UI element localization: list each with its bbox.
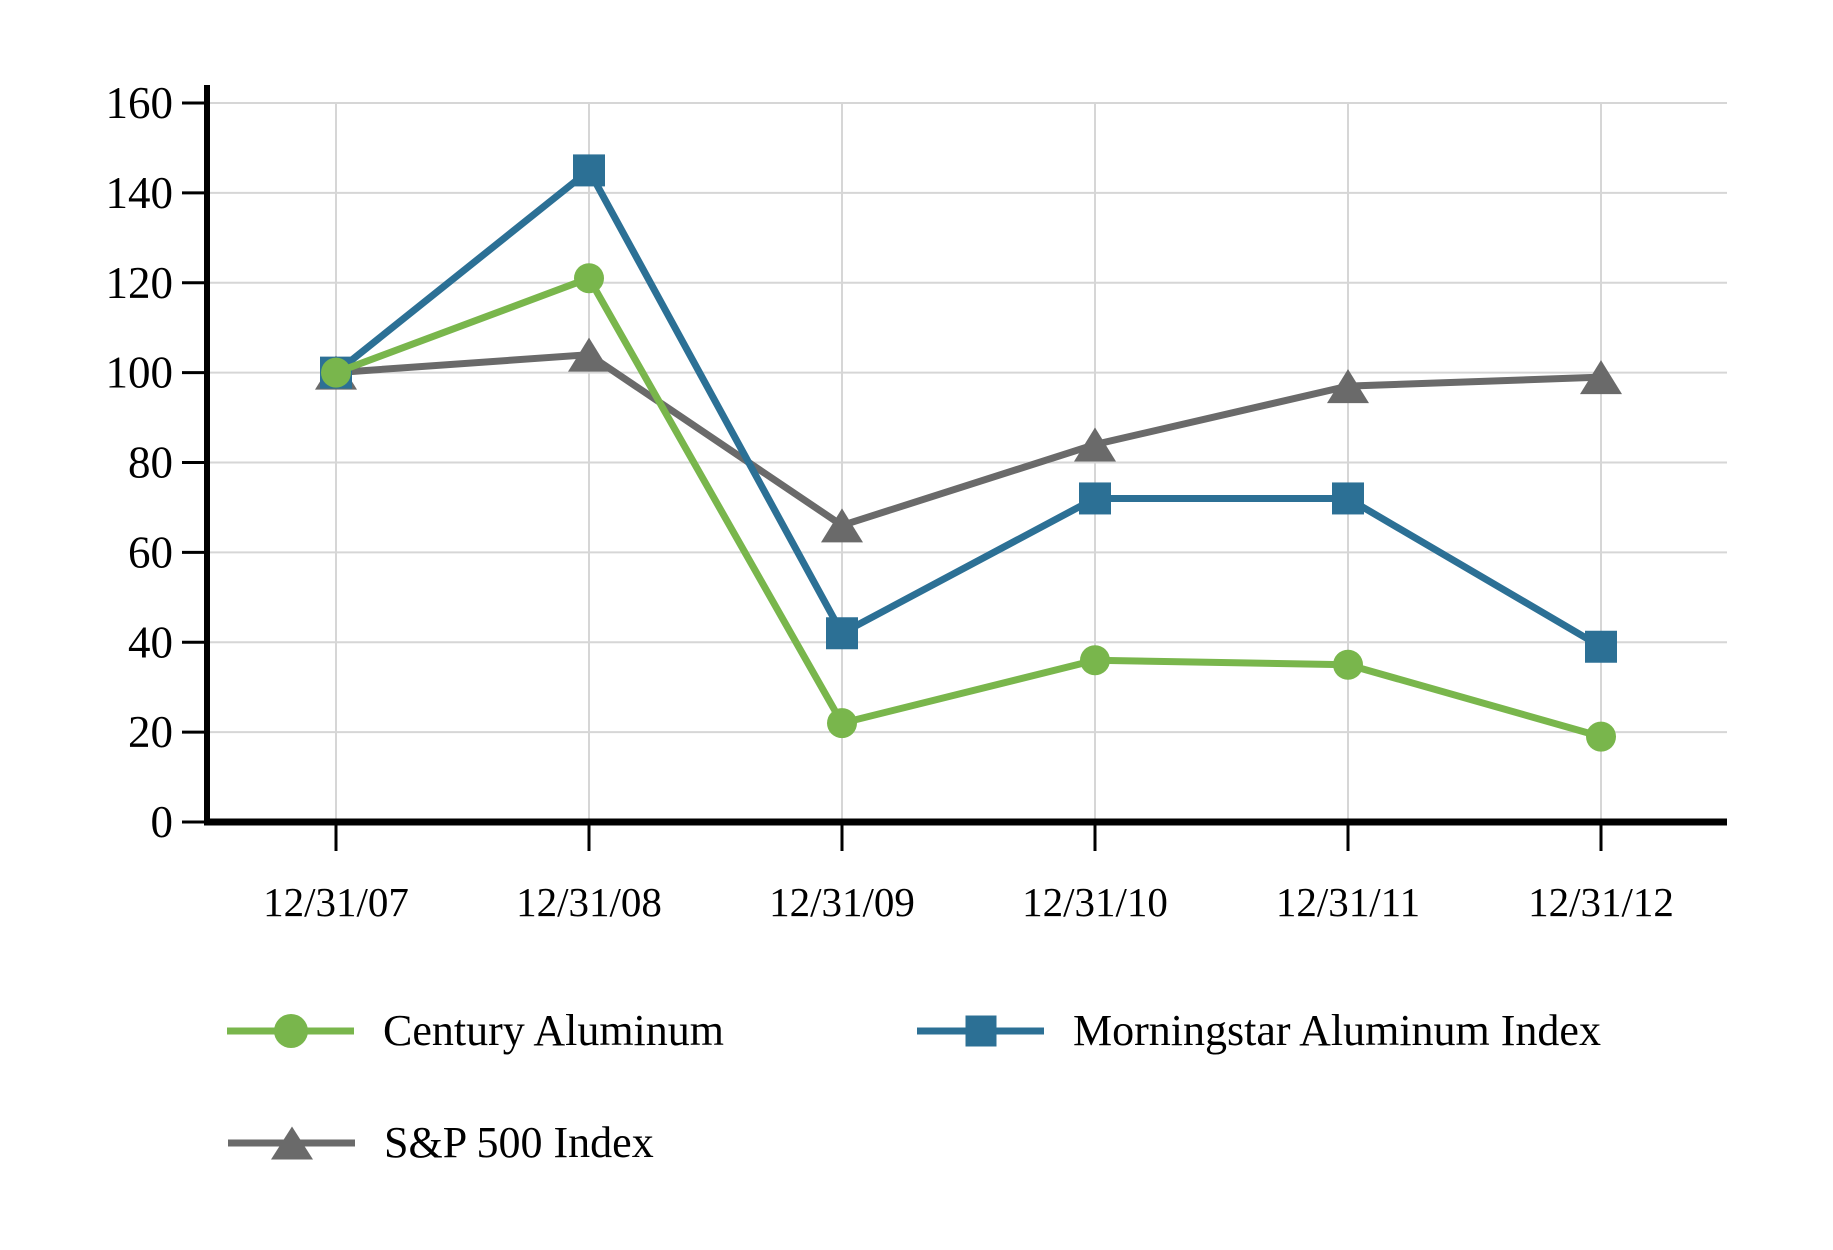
marker-morningstar-aluminum-index-2 [826, 617, 858, 650]
marker-century-aluminum-5 [1586, 721, 1616, 752]
x-tick-label-5: 12/31/12 [1528, 879, 1674, 925]
marker-century-aluminum-1 [574, 263, 604, 294]
x-tick-label-1: 12/31/08 [516, 879, 662, 925]
legend-item-morningstar-aluminum-index: Morningstar Aluminum Index [917, 1006, 1601, 1055]
century-aluminum-swatch [227, 1011, 354, 1051]
y-tick-label-0: 0 [151, 797, 174, 847]
marker-s-p-500-index-2 [821, 508, 863, 543]
x-tick-label-4: 12/31/11 [1276, 879, 1420, 925]
marker-century-aluminum-0 [321, 357, 351, 388]
x-tick-label-2: 12/31/09 [769, 879, 915, 925]
marker-century-aluminum-4 [1333, 649, 1363, 680]
legend-item-sp500-index: S&P 500 Index [228, 1118, 654, 1167]
marker-morningstar-aluminum-index-3 [1079, 482, 1111, 515]
x-tick-label-3: 12/31/10 [1022, 879, 1168, 925]
marker-morningstar-aluminum-index-4 [1332, 482, 1364, 515]
marker-morningstar-aluminum-index-5 [1585, 630, 1617, 663]
series-line-century-aluminum [334, 273, 1602, 740]
y-tick-label-20: 20 [128, 707, 173, 757]
marker-century-aluminum-2 [827, 708, 857, 739]
y-tick-label-40: 40 [128, 617, 173, 667]
legend-label-sp500-index: S&P 500 Index [384, 1118, 654, 1167]
y-tick-label-100: 100 [106, 348, 174, 398]
marker-s-p-500-index-4 [1327, 369, 1369, 404]
marker-s-p-500-index-1 [568, 337, 610, 372]
x-tick-label-0: 12/31/07 [263, 879, 409, 925]
y-tick-label-160: 160 [106, 78, 174, 128]
marker-s-p-500-index-5 [1580, 360, 1622, 395]
triangle-marker-icon [270, 1126, 313, 1160]
legend-item-century-aluminum: Century Aluminum [227, 1006, 724, 1055]
legend-label-morningstar-aluminum-index: Morningstar Aluminum Index [1073, 1006, 1601, 1055]
circle-marker-icon [273, 1014, 308, 1048]
y-tick-label-80: 80 [128, 438, 173, 488]
marker-century-aluminum-3 [1080, 645, 1110, 676]
marker-morningstar-aluminum-index-1 [573, 154, 605, 187]
y-tick-label-60: 60 [128, 527, 173, 577]
morningstar-swatch [917, 1011, 1044, 1051]
series-line-s-p-500-index [335, 351, 1602, 530]
y-tick-label-120: 120 [106, 258, 174, 308]
legend-label-century-aluminum: Century Aluminum [383, 1006, 724, 1055]
square-marker-icon [965, 1015, 996, 1047]
sp500-swatch [228, 1123, 355, 1163]
marker-s-p-500-index-3 [1074, 427, 1116, 462]
series-line-morningstar-aluminum-index [333, 165, 1603, 650]
y-tick-label-140: 140 [106, 168, 174, 218]
